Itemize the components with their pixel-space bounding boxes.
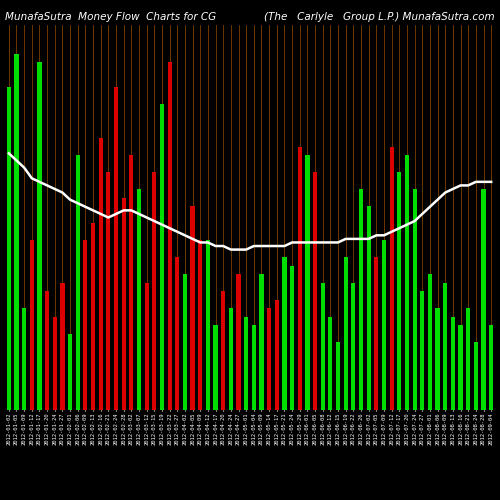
Bar <box>328 316 332 410</box>
Bar <box>175 257 180 410</box>
Bar <box>6 88 11 410</box>
Bar <box>160 104 164 410</box>
Bar <box>198 240 202 410</box>
Bar <box>405 156 409 410</box>
Bar <box>30 240 34 410</box>
Bar <box>183 274 187 410</box>
Bar <box>152 172 156 410</box>
Bar <box>106 172 110 410</box>
Bar <box>466 308 470 410</box>
Bar <box>474 342 478 410</box>
Bar <box>122 198 126 410</box>
Bar <box>274 300 279 410</box>
Bar <box>236 274 240 410</box>
Bar <box>144 282 148 410</box>
Bar <box>306 156 310 410</box>
Bar <box>229 308 233 410</box>
Bar <box>244 316 248 410</box>
Bar <box>60 282 64 410</box>
Bar <box>436 308 440 410</box>
Bar <box>428 274 432 410</box>
Text: (The   Carlyle   Group L.P.) MunafaSutra.com: (The Carlyle Group L.P.) MunafaSutra.com <box>264 12 495 22</box>
Bar <box>482 190 486 410</box>
Bar <box>366 206 371 410</box>
Bar <box>114 88 118 410</box>
Bar <box>336 342 340 410</box>
Bar <box>451 316 455 410</box>
Bar <box>359 190 363 410</box>
Bar <box>412 190 416 410</box>
Bar <box>129 156 134 410</box>
Bar <box>91 224 95 410</box>
Bar <box>22 308 26 410</box>
Bar <box>221 291 226 410</box>
Bar <box>397 172 402 410</box>
Bar <box>374 257 378 410</box>
Bar <box>52 316 57 410</box>
Bar <box>267 308 271 410</box>
Bar <box>84 240 87 410</box>
Bar <box>168 62 172 410</box>
Bar <box>98 138 103 410</box>
Bar <box>443 282 448 410</box>
Bar <box>260 274 264 410</box>
Bar <box>76 156 80 410</box>
Bar <box>206 240 210 410</box>
Bar <box>14 54 18 410</box>
Bar <box>320 282 325 410</box>
Bar <box>382 240 386 410</box>
Bar <box>282 257 286 410</box>
Bar <box>137 190 141 410</box>
Bar <box>313 172 317 410</box>
Bar <box>458 325 462 410</box>
Bar <box>420 291 424 410</box>
Text: MunafaSutra  Money Flow  Charts for CG: MunafaSutra Money Flow Charts for CG <box>5 12 216 22</box>
Bar <box>489 325 494 410</box>
Bar <box>68 334 72 410</box>
Bar <box>38 62 42 410</box>
Bar <box>214 325 218 410</box>
Bar <box>352 282 356 410</box>
Bar <box>344 257 348 410</box>
Bar <box>45 291 49 410</box>
Bar <box>390 147 394 410</box>
Bar <box>252 325 256 410</box>
Bar <box>290 266 294 410</box>
Bar <box>190 206 194 410</box>
Bar <box>298 147 302 410</box>
